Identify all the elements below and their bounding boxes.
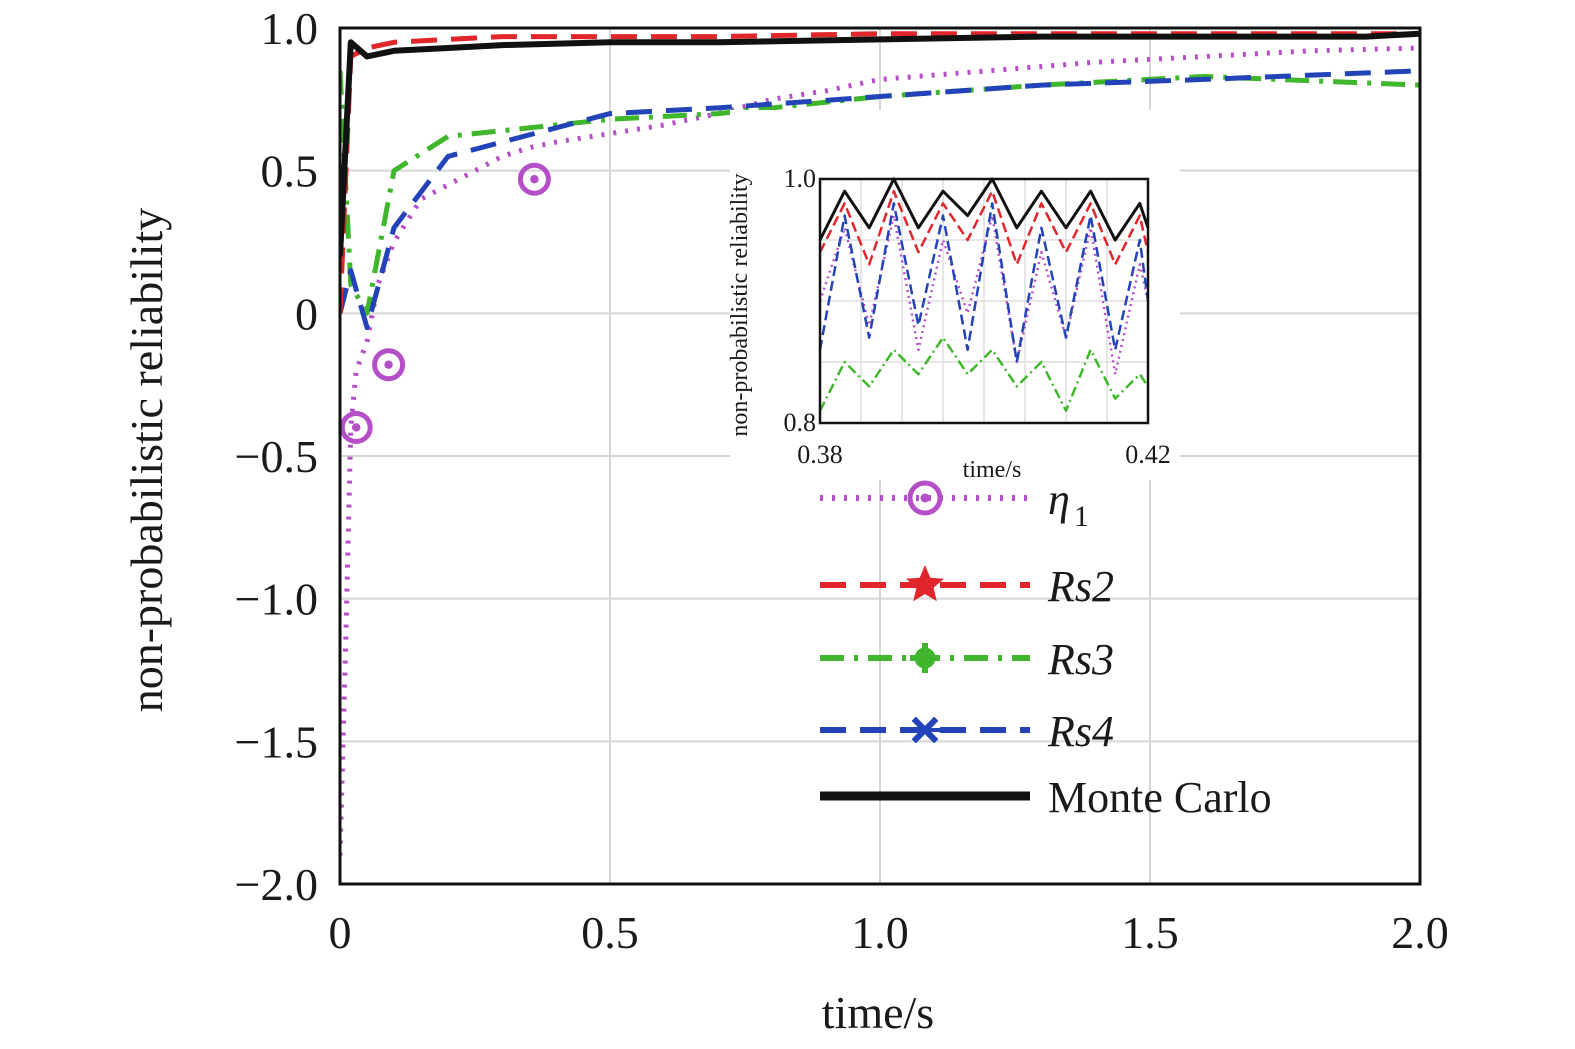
- y-axis-label: non-probabilistic reliability: [121, 208, 172, 713]
- x-tick-label: 1.0: [851, 907, 909, 958]
- main-y-tick-labels: 1.0 0.5 0 −0.5 −1.0 −1.5 −2.0: [235, 3, 318, 910]
- y-tick-label: −1.5: [235, 716, 318, 767]
- legend-marker: [907, 480, 943, 516]
- y-tick-label: 0: [295, 288, 318, 339]
- x-tick-label: 1.5: [1121, 907, 1179, 958]
- inset-series-line-rs2: [818, 189, 1150, 266]
- inset-plot-frame: [818, 177, 1150, 425]
- legend-entry: Rs2: [820, 562, 1114, 611]
- series-line-rs4: [340, 68, 1420, 331]
- legend-marker: [910, 716, 940, 744]
- inset-series-line-rs4: [818, 202, 1150, 364]
- y-tick-label: 1.0: [261, 3, 319, 54]
- data-marker: [340, 410, 373, 444]
- y-tick-label: 0.5: [261, 146, 319, 197]
- series-line-η: [340, 45, 1420, 856]
- legend-label: Rs2: [1047, 562, 1114, 611]
- main-x-tick-labels: 0 0.5 1.0 1.5 2.0: [329, 907, 1449, 958]
- legend-label: Rs4: [1047, 707, 1114, 756]
- x-tick-label: 2.0: [1391, 907, 1449, 958]
- inset-y-tick-labels: 1.0 0.8: [784, 164, 817, 437]
- inset-y-tick-label: 0.8: [784, 408, 817, 437]
- legend-entry: Rs4: [820, 707, 1114, 756]
- legend-marker: [906, 565, 944, 602]
- inset-x-tick-label: 0.38: [797, 440, 843, 469]
- main-series-layer: [340, 30, 1420, 856]
- legend-entry: Monte Carlo: [820, 773, 1272, 822]
- inset-x-tick-label: 0.42: [1125, 440, 1171, 469]
- legend-label: Rs3: [1047, 635, 1114, 684]
- main-plot-frame: [338, 26, 1422, 886]
- y-tick-label: −0.5: [235, 431, 318, 482]
- inset-x-tick-labels: 0.38 0.42: [797, 440, 1171, 469]
- legend: η 1 Rs2 Rs3 Rs4 Monte Carlo: [820, 475, 1272, 822]
- y-tick-label: −2.0: [235, 859, 318, 910]
- data-marker: [517, 162, 551, 196]
- legend-entry: Rs3: [820, 635, 1114, 684]
- legend-marker: [910, 643, 940, 673]
- x-tick-label: 0: [329, 907, 352, 958]
- y-tick-label: −1.0: [235, 574, 318, 625]
- inset-series-line-η: [818, 214, 1150, 376]
- inset-y-tick-label: 1.0: [784, 164, 817, 193]
- x-axis-label: time/s: [822, 987, 934, 1038]
- legend-label-subscript: 1: [1074, 500, 1089, 533]
- x-tick-label: 0.5: [581, 907, 639, 958]
- inset-plot: 0.38 0.42 1.0 0.8 time/s non-probabilistic…: [727, 110, 1180, 483]
- inset-series-line-rs3: [818, 336, 1150, 413]
- inset-y-axis-label: non-probabilistic reliability: [727, 173, 753, 436]
- inset-x-axis-label: time/s: [963, 457, 1022, 483]
- series-line-monte-carlo: [340, 30, 1420, 257]
- legend-label: Monte Carlo: [1048, 773, 1272, 822]
- data-marker: [372, 348, 406, 382]
